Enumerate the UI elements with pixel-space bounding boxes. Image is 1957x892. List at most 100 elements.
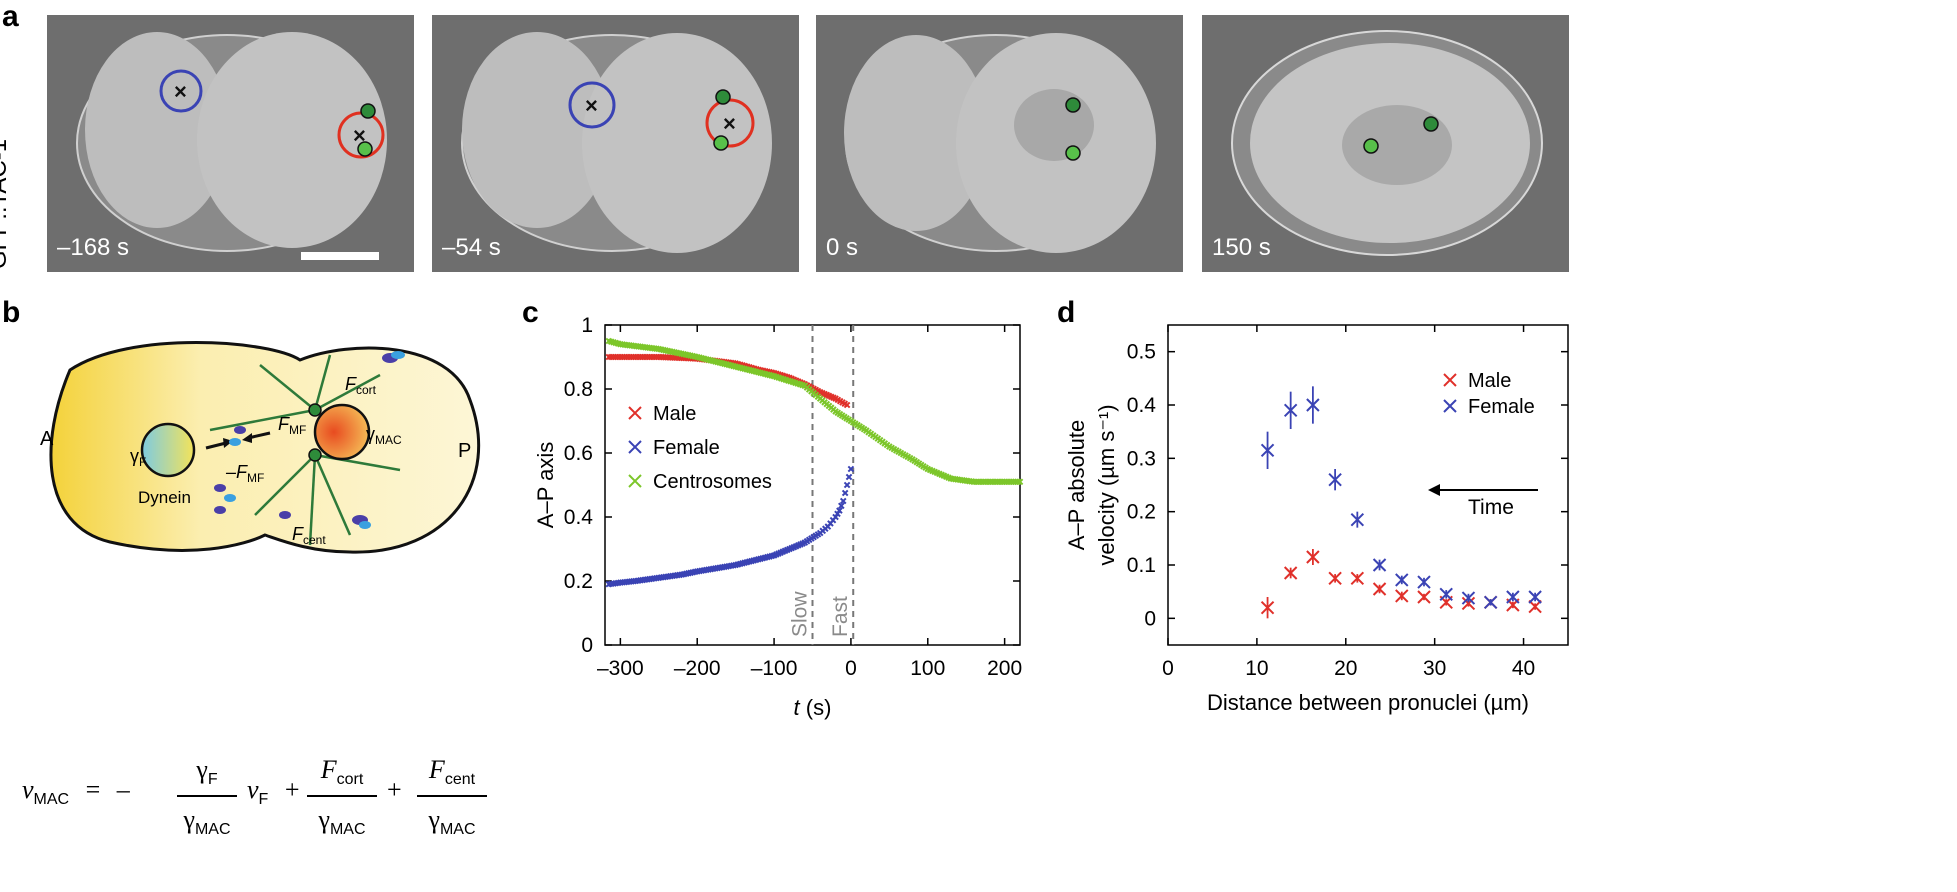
chart-c: –300 –200 –100 0 100 200 0 0.2 0.4 0.6 0.8 1 t (s) A–… [533,314,1024,720]
data-point [838,502,845,510]
data-point [843,401,851,409]
x-tick-label: 0 [845,657,857,680]
micrograph-frame-4: 150 s [1202,15,1569,272]
force-mf-label: FMF [278,414,306,437]
data-point [1395,573,1409,587]
data-point [1461,596,1476,611]
data-point [1328,571,1342,586]
data-point [1417,590,1431,604]
data-point [1260,600,1275,615]
data-point [1417,575,1431,589]
panel-label-b: b [2,296,21,329]
data-point [845,473,853,481]
svg-text:×: × [585,93,598,118]
y-axis-label: A–P axis [533,442,558,528]
force-cent-label: Fcent [292,524,326,547]
y-axis-label: A–P absolute [1064,420,1089,550]
posterior-label: P [458,440,471,462]
legend-marker [628,440,642,454]
data-point [1528,590,1542,604]
legend-label: Female [1468,396,1535,418]
phase-label: Fast [829,596,852,637]
data-point [1260,443,1275,458]
row-label: GFP::TAC-1 [0,138,13,270]
micrograph-frame-3: 0 s [816,15,1183,272]
data-point [839,497,847,505]
legend-label: Male [1468,370,1511,392]
panel-label-d: d [1057,296,1076,329]
eqn-term3-fraction: Fcent γMAC [417,755,487,839]
y-tick-label: 0.4 [564,506,594,529]
eqn-term2-fraction: Fcort γMAC [307,755,377,839]
frame-time-2: –54 s [442,234,501,261]
y-tick-label: 0.3 [1127,447,1156,470]
x-tick-label: 30 [1423,657,1446,680]
force-cort-label: Fcort [345,374,377,397]
x-axis-label: t (s) [794,695,832,720]
data-point [1439,587,1453,602]
data-point [847,465,855,473]
data-point [1372,582,1387,596]
data-point [1372,558,1387,572]
plot-frame [1167,324,1569,646]
gamma-f-label: γF [130,446,146,469]
panel-label-c: c [522,296,539,329]
data-point [1506,590,1520,604]
y-axis-label: velocity (µm s⁻¹) [1094,404,1119,565]
x-tick-label: –200 [674,657,721,680]
frame-time-1: –168 s [57,234,130,261]
frame-time-3: 0 s [826,234,859,261]
y-tick-label: 1 [581,314,593,337]
y-tick-label: 0.6 [564,442,593,465]
series-female [1260,386,1542,610]
legend-marker [628,406,642,420]
data-point [836,507,843,514]
y-tick-label: 0.8 [564,378,593,401]
legend-label: Male [653,403,696,425]
chart-d: 0 10 20 30 40 0 0.1 0.2 0.3 0.4 0.5 Distance betwee… [1064,324,1569,715]
data-point [843,481,851,489]
svg-text:×: × [174,79,187,104]
x-tick-label: 200 [987,657,1022,680]
y-tick-label: 0 [1144,607,1156,630]
eqn-term1-mult: vF + [247,775,300,809]
y-tick-label: 0.2 [564,570,593,593]
anterior-label: A [40,428,54,450]
data-point [1395,589,1409,603]
x-tick-label: 10 [1245,657,1268,680]
data-point [1306,550,1320,564]
dynein-label: Dynein [138,488,191,507]
legend-marker [628,474,642,488]
eqn-plus-2: + [387,775,402,804]
data-point [1283,566,1298,580]
series-centrosomes [605,337,1024,486]
y-tick-label: 0.2 [1127,501,1156,524]
x-tick-label: –100 [751,657,798,680]
data-point [841,489,849,497]
legend-label: Female [653,437,720,459]
x-tick-label: 20 [1334,657,1357,680]
panel-label-a: a [2,0,19,33]
data-point [1306,398,1320,412]
legend-label: Centrosomes [653,471,772,493]
neg-force-mf-label: –FMF [225,462,264,485]
data-point [1016,478,1024,486]
svg-text:×: × [723,111,736,136]
x-tick-label: 0 [1162,657,1174,680]
data-point [1350,512,1365,527]
time-arrow-head [1428,484,1440,496]
x-axis-label: Distance between pronuclei (µm) [1207,690,1529,715]
micrograph-frame-2: × × –54 s [432,15,799,272]
data-point [1461,591,1476,605]
gamma-mac-label: γMAC [366,424,402,447]
y-tick-label: 0.4 [1127,394,1157,417]
y-tick-label: 0 [581,634,593,657]
micrograph-frame-1: × × –168 s [47,15,414,272]
data-point [1483,595,1498,610]
scale-bar [301,252,379,260]
x-tick-label: 100 [910,657,945,680]
eqn-term1-fraction: γF γMAC [177,755,237,839]
y-tick-label: 0.5 [1127,341,1156,364]
legend-marker [1443,373,1457,387]
series-female [605,465,855,588]
